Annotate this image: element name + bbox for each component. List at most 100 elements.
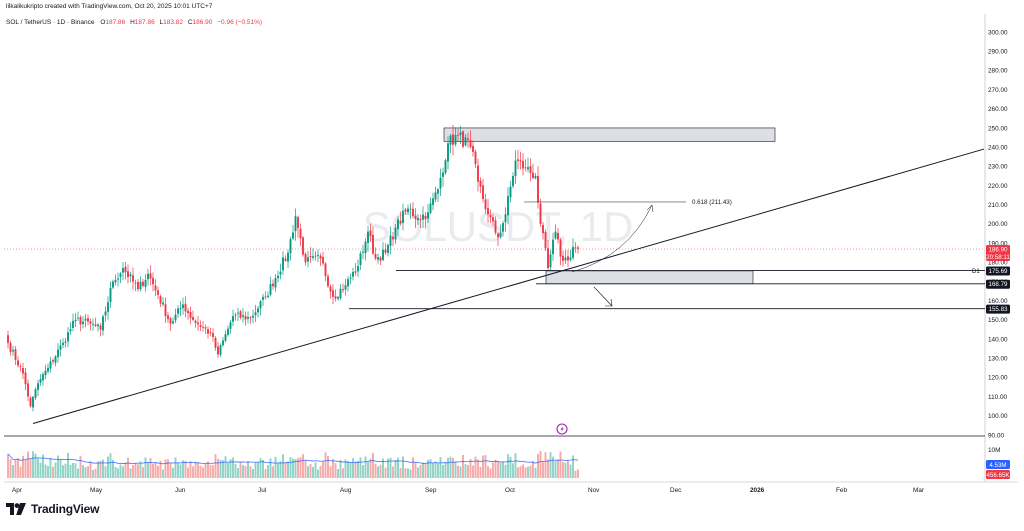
volume-bar (294, 459, 297, 478)
volume-bar (327, 455, 329, 478)
volume-bar (452, 457, 454, 478)
level-badge-3-bg (986, 304, 1010, 314)
volume-bar (352, 458, 354, 478)
candle-body (399, 220, 402, 224)
volume-bar (242, 465, 244, 478)
candle-body (484, 199, 487, 210)
candle-body (354, 271, 357, 273)
volume-bar (27, 451, 29, 478)
candle-body (64, 341, 67, 343)
volume-bar (137, 464, 139, 478)
candle-body (112, 281, 114, 288)
volume-bar (237, 468, 239, 478)
volume-bar (94, 468, 97, 478)
candle-body (22, 368, 24, 374)
volume-bar (454, 461, 457, 478)
volume-bar (362, 465, 364, 478)
time-tick-label: Jul (258, 487, 266, 494)
candle-body (284, 258, 287, 261)
volume-bar (79, 456, 82, 478)
candle-body (507, 196, 509, 216)
volume-bar (544, 452, 547, 478)
candle-body (259, 301, 262, 309)
volume-ma-badge-text: 456.65K (986, 472, 1010, 479)
volume-bar (564, 462, 567, 478)
candle-body (237, 312, 239, 314)
candle-body (257, 308, 259, 313)
level-badge-2: 168.79 (986, 279, 1010, 289)
candle-body (209, 332, 212, 334)
candle-body (294, 216, 297, 232)
candle-body (142, 281, 144, 286)
volume-bar (207, 461, 209, 478)
volume-bar (219, 459, 222, 478)
candle-body (67, 332, 69, 342)
volume-bar (339, 460, 342, 478)
candle-body (289, 239, 292, 254)
candle-body (139, 281, 142, 290)
volume-bar (482, 455, 484, 478)
candle-body (212, 333, 214, 338)
candle-body (489, 214, 492, 218)
volume-bar (462, 455, 464, 478)
candle-body (329, 286, 332, 292)
candle-body (517, 159, 519, 161)
volume-badge-bg (986, 460, 1010, 469)
volume-bar (324, 452, 327, 478)
volume-bar (224, 456, 227, 478)
volume-bar (489, 468, 492, 478)
event-marker-icon[interactable] (556, 423, 568, 435)
volume-bar (22, 455, 24, 478)
candle-body (407, 208, 409, 213)
fib-label: 0.618 (211.43) (692, 199, 732, 206)
time-tick-label: Nov (588, 487, 600, 494)
volume-bar (472, 465, 474, 478)
volume-bar (134, 462, 137, 478)
annotations-back-layer (443, 127, 776, 285)
candle-body (102, 316, 104, 331)
candle-body (542, 225, 544, 234)
candle-body (427, 212, 429, 219)
projection-line-down (593, 286, 613, 307)
volume-bar (577, 469, 579, 478)
candle-body (77, 317, 79, 319)
price-tick-label: 260.00 (988, 106, 1008, 113)
candle-body (269, 283, 272, 295)
volume-bar (209, 464, 212, 478)
volume-bar (497, 461, 499, 478)
candle-body (504, 214, 507, 223)
candle-body (244, 316, 247, 320)
volume-bar (359, 457, 362, 478)
candle-body (184, 303, 187, 312)
level-badge-2-text: 168.79 (989, 281, 1008, 288)
candle-body (194, 320, 197, 323)
volume-bar (127, 457, 129, 478)
price-tick-label: 110.00 (988, 394, 1008, 401)
volume-bar (122, 466, 124, 478)
volume-bar (342, 468, 344, 478)
candle-body (372, 234, 374, 254)
volume-bar (232, 457, 234, 478)
volume-bar (239, 461, 242, 478)
candle-body (109, 287, 112, 302)
candle-body (124, 266, 127, 273)
volume-bar (264, 469, 267, 478)
volume-bar (374, 463, 377, 478)
volume-bar (509, 456, 512, 478)
candle-body (119, 273, 122, 278)
time-tick-label: Mar (913, 487, 925, 494)
volume-bar (19, 466, 22, 478)
volume-bar (302, 454, 304, 478)
volume-bar (387, 458, 389, 478)
volume-bar (517, 467, 519, 478)
volume-bars (7, 451, 579, 478)
volume-bar (42, 454, 44, 478)
price-tick-label: 130.00 (988, 356, 1008, 363)
level-badge-1-text: 175.69 (989, 268, 1008, 275)
candle-body (147, 273, 149, 280)
candle-body (254, 312, 257, 316)
volume-bar (107, 456, 109, 478)
candle-body (27, 383, 29, 397)
volume-bar (392, 466, 394, 478)
